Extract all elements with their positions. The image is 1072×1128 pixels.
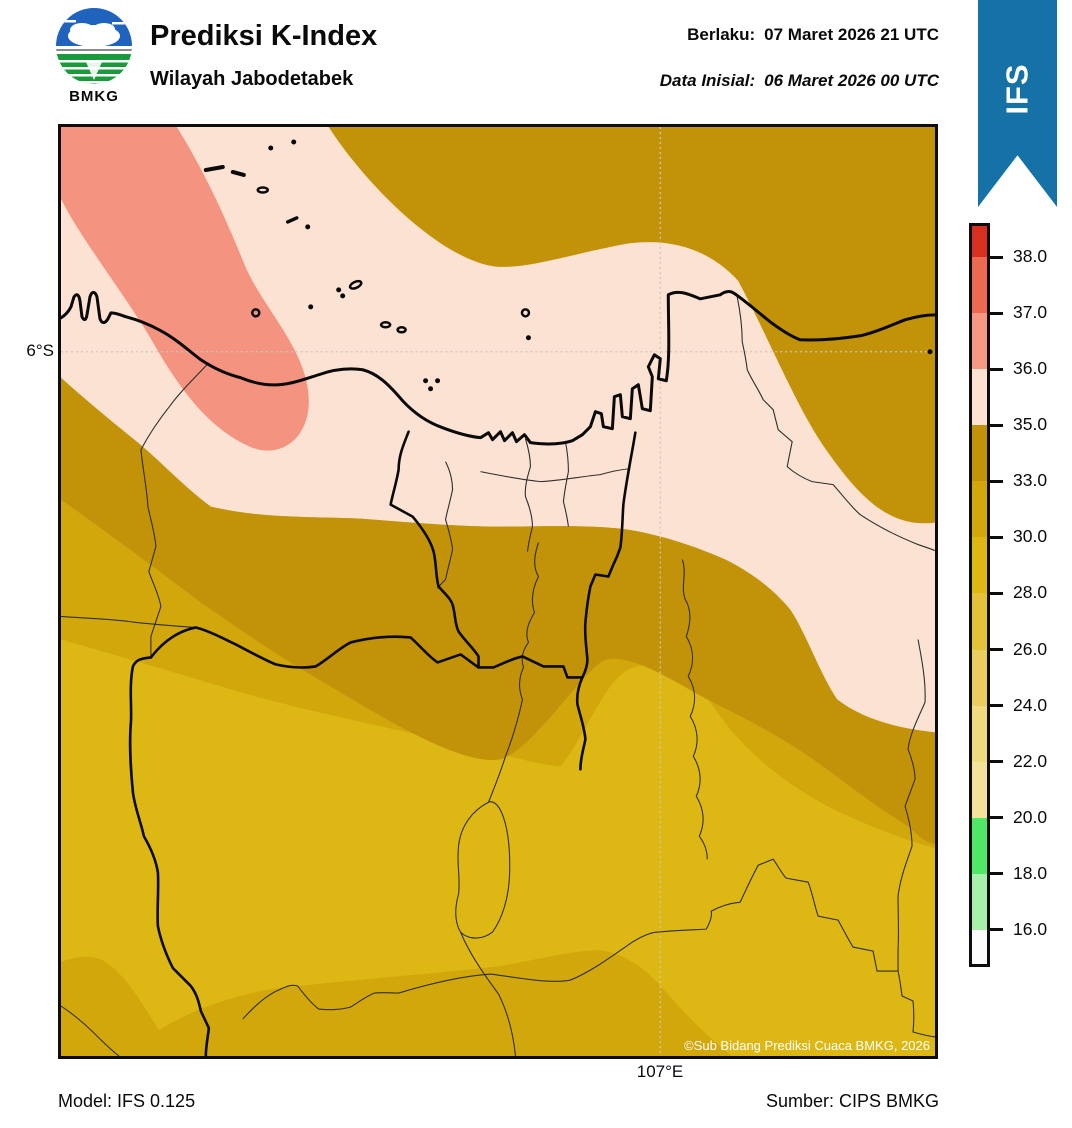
valid-time: Berlaku: 07 Maret 2026 21 UTC	[519, 25, 939, 45]
region-33-35-band	[61, 377, 935, 845]
colorbar-segment	[972, 873, 987, 930]
colorbar-tick	[990, 928, 1003, 932]
lat-axis-label: 6°S	[26, 341, 54, 360]
valid-time-value: 07 Maret 2026 21 UTC	[764, 25, 939, 44]
ifs-ribbon-label: IFS	[999, 63, 1035, 115]
colorbar-tick-label: 35.0	[1013, 414, 1048, 435]
colorbar-tick-label: 26.0	[1013, 638, 1048, 659]
region-30-33-south	[61, 950, 733, 1056]
islands	[203, 139, 933, 392]
colorbar-segment	[972, 313, 987, 370]
colorbar-tick-label: 38.0	[1013, 246, 1048, 266]
colorbar-tick-label: 36.0	[1013, 358, 1048, 379]
page-title: Prediksi K-Index	[150, 20, 378, 52]
district-boundaries	[61, 296, 935, 1056]
colorbar-tick-label: 33.0	[1013, 470, 1048, 491]
valid-time-label: Berlaku:	[687, 25, 756, 44]
colorbar-tick	[990, 648, 1003, 652]
bmkg-logo	[50, 6, 138, 93]
colorbar-tick	[990, 591, 1003, 595]
banten-jabar-boundary-ns	[128, 656, 211, 1056]
k-index-map	[61, 127, 935, 1056]
page-subtitle: Wilayah Jabodetabek	[150, 68, 354, 90]
colorbar-tick	[990, 479, 1003, 483]
colorbar	[969, 223, 990, 967]
colorbar-segment	[972, 425, 987, 482]
initial-time-label: Data Inisial:	[659, 71, 756, 90]
colorbar-tick-label: 20.0	[1013, 806, 1048, 827]
colorbar-segment	[972, 649, 987, 706]
colorbar-tick	[990, 367, 1003, 371]
graticule	[61, 127, 935, 1056]
colorbar-tick-label: 16.0	[1013, 918, 1048, 939]
colorbar-tick	[990, 704, 1003, 708]
colorbar-tick	[990, 760, 1003, 764]
colorbar-tick-label: 18.0	[1013, 862, 1048, 883]
colorbar-segment	[972, 481, 987, 538]
colorbar-segment	[972, 817, 987, 874]
colorbar-labels: 38.0 37.0 36.0 35.0 33.0 30.0 28.0 26.0 24.0 22.0…	[1013, 226, 1071, 964]
colorbar-tick	[990, 423, 1003, 427]
bmkg-logo-icon	[56, 8, 132, 84]
ifs-ribbon-label-wrap: IFS	[978, 14, 1057, 164]
lon-axis-label: 107°E	[636, 1062, 684, 1081]
colorbar-segment	[972, 705, 987, 762]
colorbar-tick	[990, 535, 1003, 539]
jakarta-boundary	[389, 430, 637, 679]
colorbar-tick-label: 24.0	[1013, 694, 1048, 715]
colorbar-tick-label: 37.0	[1013, 302, 1048, 323]
colorbar-segments	[972, 226, 987, 964]
colorbar-segment	[972, 761, 987, 818]
map-panel: ©Sub Bidang Prediksi Cuaca BMKG, 2026	[58, 124, 938, 1059]
region-36-37	[61, 127, 309, 451]
region-33-35-northeast	[328, 127, 935, 524]
colorbar-tick	[990, 311, 1003, 315]
colorbar-tick	[990, 872, 1003, 876]
initial-time-value: 06 Maret 2026 00 UTC	[764, 71, 939, 90]
footer-model: Model: IFS 0.125	[58, 1091, 196, 1111]
colorbar-segment	[972, 369, 987, 426]
province-boundaries	[128, 430, 637, 1056]
colorbar-tick-label: 28.0	[1013, 582, 1048, 603]
colorbar-ticks	[990, 226, 1004, 964]
initial-time: Data Inisial: 06 Maret 2026 00 UTC	[519, 71, 939, 91]
colorbar-tick	[990, 255, 1003, 259]
banten-jabar-boundary-ew	[149, 626, 480, 669]
colorbar-segment	[972, 257, 987, 314]
colorbar-tick-label: 30.0	[1013, 526, 1048, 547]
footer-source: Sumber: CIPS BMKG	[765, 1091, 939, 1111]
colorbar-segment	[972, 593, 987, 650]
bmkg-logo-caption: BMKG	[69, 88, 119, 105]
colorbar-segment	[972, 226, 987, 257]
bekasi-bogor-boundary	[575, 676, 587, 771]
colorbar-tick	[990, 816, 1003, 820]
header-dates: Berlaku: 07 Maret 2026 21 UTC Data Inisia…	[519, 25, 939, 117]
region-28-30	[61, 639, 935, 1056]
colorbar-segment	[972, 929, 987, 964]
map-copyright: ©Sub Bidang Prediksi Cuaca BMKG, 2026	[684, 1038, 930, 1053]
coastline	[61, 290, 935, 446]
colorbar-tick-label: 22.0	[1013, 750, 1048, 771]
colorbar-segment	[972, 537, 987, 594]
